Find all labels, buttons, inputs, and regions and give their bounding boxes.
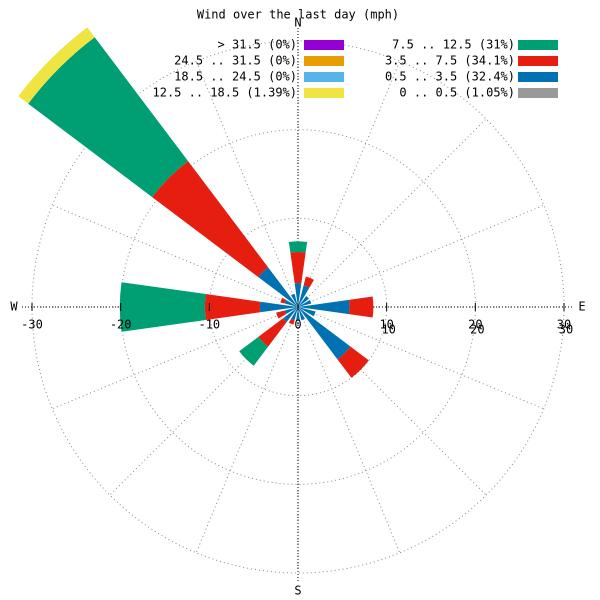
direction-label: W [10, 300, 18, 314]
wedge-segment [119, 282, 206, 332]
wedge-segment [298, 296, 309, 307]
wedge-segment [276, 310, 287, 319]
x-tick-label: -20 [110, 318, 132, 332]
legend-label: 0.5 .. 3.5 (32.4%) [385, 70, 515, 84]
legend-label: 7.5 .. 12.5 (31%) [392, 38, 515, 52]
legend-label: 0 .. 0.5 (1.05%) [399, 86, 515, 100]
wedge-segment [259, 301, 298, 313]
labels: -30 -20 -10 0 10 20 30 10 20 30 N E S W > 31.5 (0%) 24.… [10, 16, 585, 598]
wedge-segment [288, 318, 295, 325]
spoke [297, 118, 487, 308]
legend-label: > 31.5 (0%) [218, 38, 297, 52]
wedge-segment [284, 300, 298, 307]
spoke [52, 204, 299, 308]
wedge-segment [294, 283, 302, 307]
x-tick-label: 10 [379, 318, 393, 332]
x-tick-label: 20 [468, 318, 482, 332]
direction-label: E [578, 300, 585, 314]
direction-label: N [294, 16, 301, 30]
legend-swatch [518, 56, 558, 66]
x-tick-label: -10 [198, 318, 220, 332]
r-tick-label: 20 [470, 323, 484, 337]
x-tick-label: -30 [21, 318, 43, 332]
wedge-segment [298, 307, 305, 321]
x-tick-label: 0 [294, 318, 301, 332]
wedge-segment [291, 307, 298, 321]
legend-label: 3.5 .. 7.5 (34.1%) [385, 54, 515, 68]
spoke [195, 306, 299, 553]
direction-label: S [294, 584, 301, 598]
r-tick-label: 30 [559, 323, 573, 337]
r-tick-label: 10 [381, 323, 395, 337]
legend-label: 12.5 .. 18.5 (1.39%) [153, 86, 298, 100]
legend-swatch [304, 88, 344, 98]
wedge-segment [204, 294, 261, 320]
legend-swatch [304, 56, 344, 66]
spoke [297, 204, 544, 308]
wedge-segment [18, 27, 95, 104]
wedge-segment [258, 318, 287, 347]
wedge-segment [258, 267, 298, 307]
legend-swatch [518, 88, 558, 98]
wedge-segment [283, 307, 298, 322]
wedge-segment [303, 276, 314, 288]
legend-label: 24.5 .. 31.5 (0%) [174, 54, 297, 68]
wedge-segment [288, 241, 308, 253]
wedge-segment [298, 307, 316, 317]
chart-title: Wind over the last day (mph) [197, 8, 399, 22]
wedges [18, 27, 374, 378]
spoke [52, 306, 299, 410]
wedge-segment [337, 346, 369, 378]
wedge-segment [152, 161, 269, 278]
wedge-segment [239, 336, 269, 366]
wedge-segment [298, 299, 350, 315]
wedge-segment [298, 307, 351, 360]
spoke [297, 306, 401, 553]
spoke [195, 61, 299, 308]
x-tick-label: 30 [557, 318, 571, 332]
wedge-segment [280, 297, 287, 304]
legend-swatch [304, 72, 344, 82]
legend-swatch [518, 40, 558, 50]
legend-swatch [304, 40, 344, 50]
wedge-segment [298, 285, 310, 307]
wedge-segment [296, 307, 300, 321]
spoke [297, 61, 401, 308]
wedge-segment [348, 296, 374, 318]
wedge-segment [28, 37, 189, 198]
legend-swatch [518, 72, 558, 82]
legend-label: 18.5 .. 24.5 (0%) [174, 70, 297, 84]
wedge-segment [291, 293, 298, 307]
wedge-segment [284, 307, 298, 314]
spoke [297, 306, 544, 410]
wedge-segment [290, 252, 306, 284]
wedge-segment [298, 300, 312, 307]
